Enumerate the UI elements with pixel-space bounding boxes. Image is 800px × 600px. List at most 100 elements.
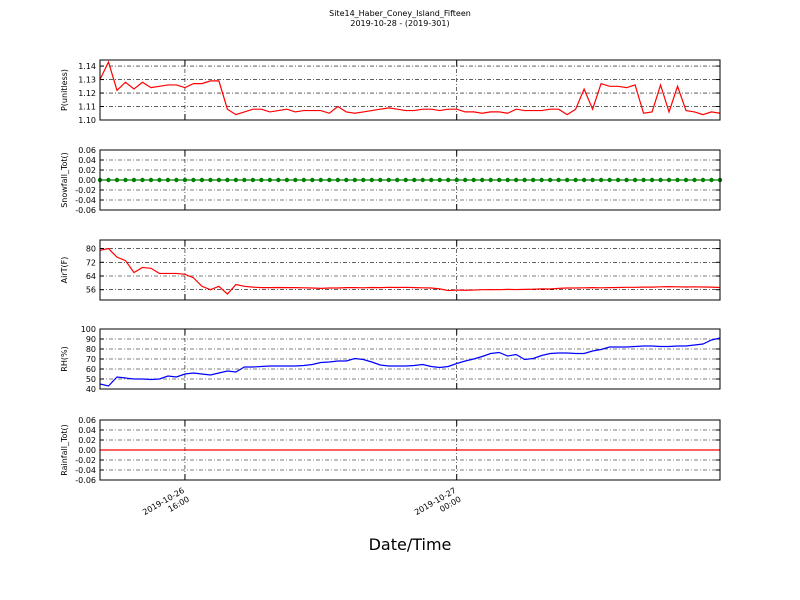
data-point xyxy=(106,177,111,183)
y-tick-label: 90 xyxy=(86,335,96,344)
y-tick-label: -0.06 xyxy=(75,206,96,215)
data-line xyxy=(99,337,721,387)
y-tick-label: 100 xyxy=(81,325,96,334)
data-point xyxy=(191,177,196,183)
y-tick-label: 72 xyxy=(86,258,96,267)
y-tick-label: 1.12 xyxy=(78,89,96,98)
data-point xyxy=(564,177,570,183)
data-point xyxy=(114,177,120,183)
plot-frame xyxy=(99,239,721,301)
data-point xyxy=(361,177,366,183)
y-tick-label: 0.04 xyxy=(78,156,96,165)
data-point xyxy=(301,177,307,183)
y-axis-label: Rainfall_Tot() xyxy=(60,424,69,476)
y-tick-label: 80 xyxy=(86,245,96,254)
data-point xyxy=(327,177,332,183)
data-point xyxy=(522,177,527,183)
data-point xyxy=(700,177,706,183)
data-point xyxy=(378,177,383,183)
data-point xyxy=(624,177,629,183)
data-point xyxy=(539,177,544,183)
y-tick-label: 1.11 xyxy=(78,103,96,112)
data-point xyxy=(496,177,502,183)
data-point xyxy=(709,177,714,183)
data-point xyxy=(675,177,680,183)
y-axis-label: Snowfall_Tot() xyxy=(60,152,69,208)
data-point xyxy=(615,177,621,183)
data-line xyxy=(99,247,721,295)
data-point xyxy=(352,177,357,183)
data-point xyxy=(573,177,578,183)
y-tick-label: 0.06 xyxy=(78,146,96,155)
data-point xyxy=(658,177,663,183)
data-point xyxy=(233,177,239,183)
x-axis-label: Date/Time xyxy=(369,535,452,554)
data-point xyxy=(607,177,612,183)
data-point xyxy=(598,177,604,183)
y-tick-label: 0.02 xyxy=(78,436,96,445)
data-point xyxy=(284,177,290,183)
data-point xyxy=(632,177,638,183)
data-point xyxy=(395,177,400,183)
data-point xyxy=(446,177,451,183)
y-tick-label: -0.02 xyxy=(75,456,96,465)
data-point xyxy=(556,177,561,183)
data-point xyxy=(479,177,485,183)
data-point xyxy=(641,177,646,183)
plot-frame xyxy=(99,419,721,481)
data-point xyxy=(148,177,154,183)
data-point xyxy=(530,177,536,183)
plot-frame xyxy=(99,59,721,121)
data-point xyxy=(386,177,391,183)
data-point xyxy=(513,177,519,183)
data-point xyxy=(581,177,587,183)
data-point xyxy=(267,177,273,183)
data-point xyxy=(649,177,655,183)
data-point xyxy=(335,177,341,183)
y-tick-label: 60 xyxy=(86,365,96,374)
data-point xyxy=(437,177,442,183)
data-point xyxy=(199,177,205,183)
data-point xyxy=(182,177,188,183)
y-tick-label: 80 xyxy=(86,345,96,354)
data-point xyxy=(412,177,417,183)
data-point xyxy=(216,177,222,183)
data-point xyxy=(471,177,476,183)
chart-subtitle: 2019-10-28 - (2019-301) xyxy=(350,19,449,28)
data-point xyxy=(276,177,281,183)
plot-frame xyxy=(99,149,721,211)
data-point xyxy=(488,177,493,183)
y-tick-label: -0.06 xyxy=(75,476,96,485)
data-point xyxy=(123,177,128,183)
data-point xyxy=(165,177,171,183)
y-tick-label: 56 xyxy=(86,286,96,295)
data-point xyxy=(242,177,247,183)
y-tick-label: 1.14 xyxy=(78,62,96,71)
chart-title: Site14_Haber_Coney_Island_Fifteen xyxy=(329,9,471,18)
y-axis-label: P(unitless) xyxy=(60,69,69,111)
y-axis-label: AirT(F) xyxy=(60,257,69,284)
data-point xyxy=(429,177,434,183)
y-tick-label: 1.10 xyxy=(78,116,96,125)
data-point xyxy=(174,177,179,183)
y-tick-label: -0.02 xyxy=(75,186,96,195)
data-line xyxy=(99,60,721,116)
data-point xyxy=(547,177,553,183)
y-tick-label: 0.04 xyxy=(78,426,96,435)
y-axis-label: RH(%) xyxy=(60,346,69,371)
data-point xyxy=(250,177,256,183)
data-point xyxy=(131,177,137,183)
data-point xyxy=(157,177,162,183)
data-point xyxy=(318,177,324,183)
y-tick-label: 0.06 xyxy=(78,416,96,425)
data-point xyxy=(140,177,145,183)
y-tick-label: 0.00 xyxy=(78,446,96,455)
data-point xyxy=(208,177,213,183)
data-point xyxy=(590,177,595,183)
y-tick-label: -0.04 xyxy=(75,466,96,475)
data-point xyxy=(505,177,510,183)
data-point xyxy=(420,177,425,183)
data-point xyxy=(403,177,408,183)
data-point xyxy=(344,177,349,183)
